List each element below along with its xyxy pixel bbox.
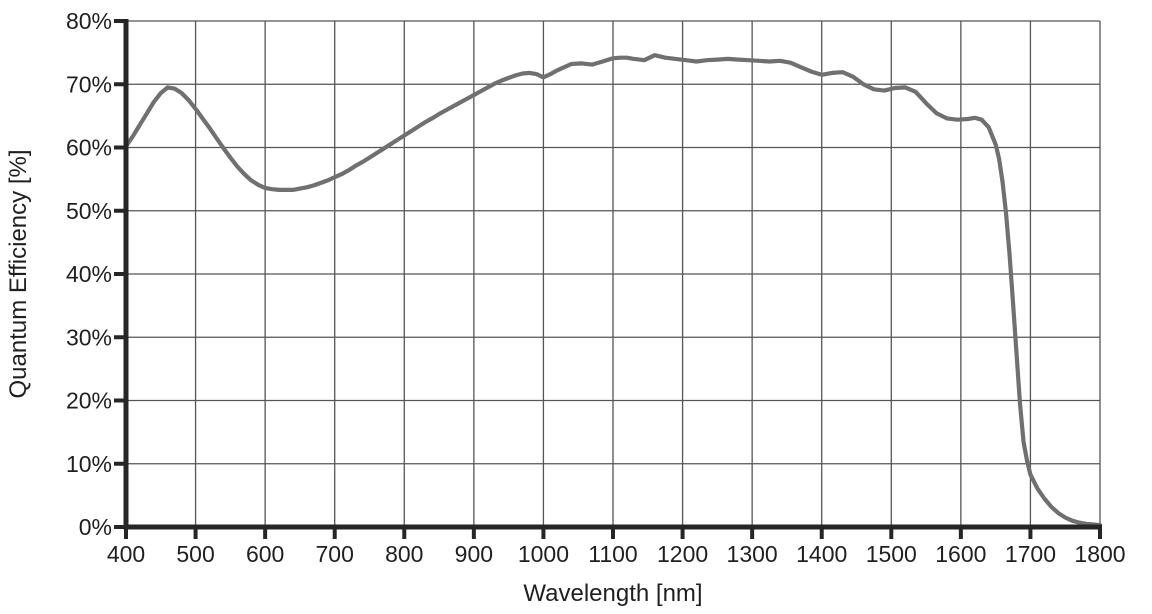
x-tick-label: 1600	[935, 541, 986, 567]
y-axis-title: Quantum Efficiency [%]	[5, 150, 32, 399]
x-tick-label: 400	[107, 541, 145, 567]
x-tick-label: 1400	[796, 541, 847, 567]
y-tick-label: 0%	[79, 514, 112, 540]
y-tick-label: 70%	[66, 71, 112, 97]
y-tick-label: 20%	[66, 388, 112, 414]
x-tick-label: 800	[385, 541, 423, 567]
y-tick-label: 50%	[66, 198, 112, 224]
x-tick-label: 600	[246, 541, 284, 567]
y-tick-label: 80%	[66, 8, 112, 34]
x-tick-label: 500	[176, 541, 214, 567]
x-tick-label: 1000	[518, 541, 569, 567]
x-axis-title: Wavelength [nm]	[523, 580, 702, 607]
qe-curve	[123, 53, 1103, 528]
x-tick-label: 1500	[866, 541, 917, 567]
x-tick-label: 700	[316, 541, 354, 567]
x-tick-label: 1300	[727, 541, 778, 567]
x-tick-label: 1800	[1074, 541, 1125, 567]
x-tick-label: 1200	[657, 541, 708, 567]
x-tick-label: 1100	[588, 541, 637, 567]
y-tick-label: 40%	[66, 261, 112, 287]
x-tick-label: 1700	[1005, 541, 1056, 567]
y-tick-label: 60%	[66, 135, 112, 161]
y-tick-label: 10%	[66, 451, 112, 477]
x-tick-label: 900	[455, 541, 493, 567]
y-tick-label: 30%	[66, 324, 112, 350]
